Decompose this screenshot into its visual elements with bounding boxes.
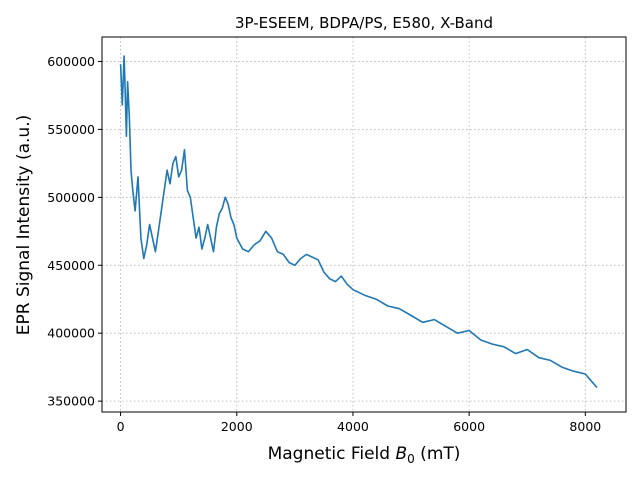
x-axis-label-prefix: Magnetic Field xyxy=(268,444,396,464)
y-tick-label: 450000 xyxy=(47,258,95,273)
chart-title: 3P-ESEEM, BDPA/PS, E580, X-Band xyxy=(235,14,493,32)
series-layer xyxy=(119,55,598,389)
y-tick-label: 350000 xyxy=(47,394,95,409)
x-tick-label: 4000 xyxy=(337,419,369,434)
y-tick-label: 600000 xyxy=(47,54,95,69)
x-axis-label-suffix: (mT) xyxy=(415,444,461,464)
y-tick-label: 500000 xyxy=(47,190,95,205)
y-tick-label: 400000 xyxy=(47,326,95,341)
series-line xyxy=(119,55,598,389)
x-tick-label: 6000 xyxy=(453,419,485,434)
tick-marks xyxy=(98,60,586,416)
tick-labels: 0 2000 4000 6000 8000 350000 400000 450000 50000… xyxy=(47,54,601,434)
y-axis-label: EPR Signal Intensity (a.u.) xyxy=(14,115,34,336)
grid-lines xyxy=(102,37,626,412)
x-tick-label: 8000 xyxy=(569,419,601,434)
x-axis-label-sub: 0 xyxy=(407,452,415,466)
x-axis-label: Magnetic Field B0 (mT) xyxy=(268,444,461,466)
x-axis-label-var: B xyxy=(395,444,407,464)
y-tick-label: 550000 xyxy=(47,122,95,137)
x-tick-label: 0 xyxy=(117,419,125,434)
x-tick-label: 2000 xyxy=(221,419,253,434)
plot-area-frame xyxy=(101,36,627,413)
